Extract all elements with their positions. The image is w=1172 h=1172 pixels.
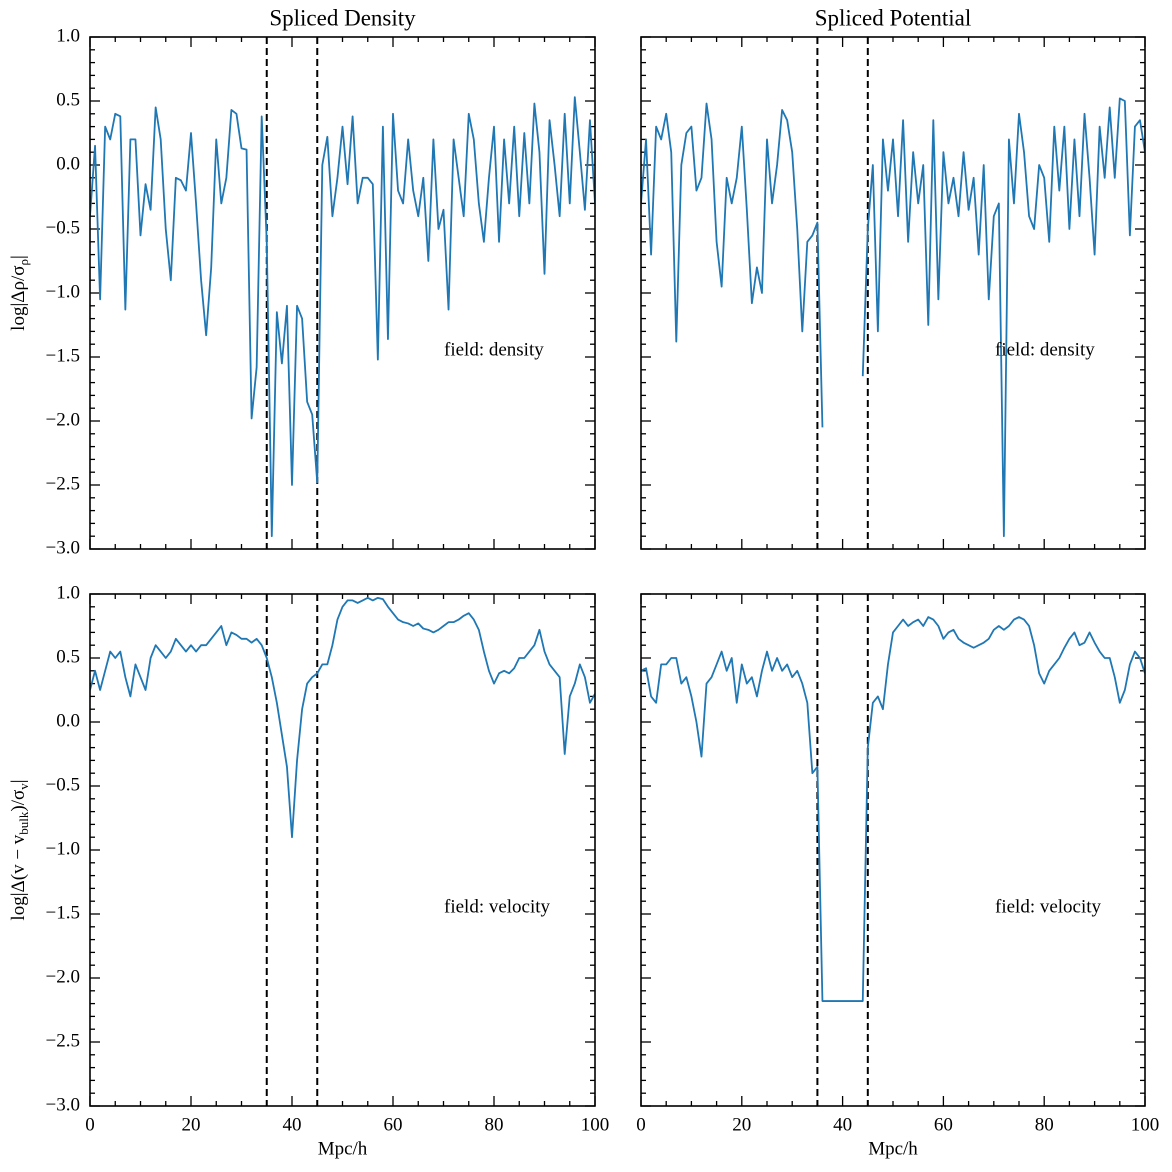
x-tick-label: 20	[182, 1114, 201, 1135]
plot-frame	[89, 36, 596, 550]
x-tick-label: 20	[732, 1114, 751, 1135]
plot-frame	[640, 36, 1146, 550]
x-tick-label: 0	[85, 1114, 95, 1135]
x-tick-label: 80	[1035, 1114, 1054, 1135]
plot-frame	[640, 593, 1146, 1107]
label-part: log|Δρ/σ	[8, 266, 29, 331]
label-part: |	[8, 779, 29, 783]
subscript: v	[16, 783, 31, 790]
label-part: )/σ	[8, 790, 29, 812]
y-tick-label: 0.0	[56, 710, 80, 731]
data-line	[641, 97, 1145, 538]
x-tick-label: 40	[283, 1114, 302, 1135]
y-tick-label: −2.5	[46, 473, 80, 494]
label-part: |	[8, 255, 29, 259]
data-line	[641, 616, 1145, 1002]
x-tick-label: 100	[1131, 1114, 1160, 1135]
x-tick-label: 100	[581, 1114, 610, 1135]
y-tick-label: 1.0	[56, 582, 80, 603]
y-tick-label: −1.0	[46, 281, 80, 302]
y-tick-label: −3.0	[46, 537, 80, 558]
annotation: field: density	[444, 339, 544, 360]
annotation: field: velocity	[995, 896, 1102, 917]
x-tick-label: 60	[384, 1114, 403, 1135]
y-tick-label: −0.5	[46, 774, 80, 795]
x-axis-label: Mpc/h	[868, 1138, 918, 1159]
annotation: field: density	[995, 339, 1095, 360]
y-tick-label: 0.5	[56, 646, 80, 667]
x-tick-label: 80	[485, 1114, 504, 1135]
subscript: bulk	[16, 811, 31, 835]
y-tick-label: 0.0	[56, 153, 80, 174]
y-tick-label: −2.5	[46, 1030, 80, 1051]
x-axis-label: Mpc/h	[318, 1138, 368, 1159]
x-tick-label: 60	[934, 1114, 953, 1135]
y-tick-label: 0.5	[56, 89, 80, 110]
subscript: ρ	[16, 259, 31, 266]
y-tick-label: 1.0	[56, 25, 80, 46]
y-tick-label: −3.0	[46, 1094, 80, 1115]
y-tick-label: −0.5	[46, 217, 80, 238]
panel-title: Spliced Potential	[815, 5, 972, 30]
panel-title: Spliced Density	[269, 5, 416, 30]
y-tick-label: −2.0	[46, 409, 80, 430]
y-tick-label: −1.5	[46, 345, 80, 366]
y-tick-label: −1.0	[46, 838, 80, 859]
y-axis-label: log|Δ(v − vbulk)/σv|	[8, 779, 31, 920]
label-part: log|Δ(v − v	[8, 834, 29, 920]
y-axis-label: log|Δρ/σρ|	[8, 255, 31, 331]
data-line	[90, 96, 595, 538]
y-tick-label: −2.0	[46, 966, 80, 987]
x-tick-label: 40	[833, 1114, 852, 1135]
x-tick-label: 0	[636, 1114, 646, 1135]
data-line	[90, 596, 595, 839]
annotation: field: velocity	[444, 896, 551, 917]
plot-frame	[89, 593, 596, 1107]
y-tick-label: −1.5	[46, 902, 80, 923]
